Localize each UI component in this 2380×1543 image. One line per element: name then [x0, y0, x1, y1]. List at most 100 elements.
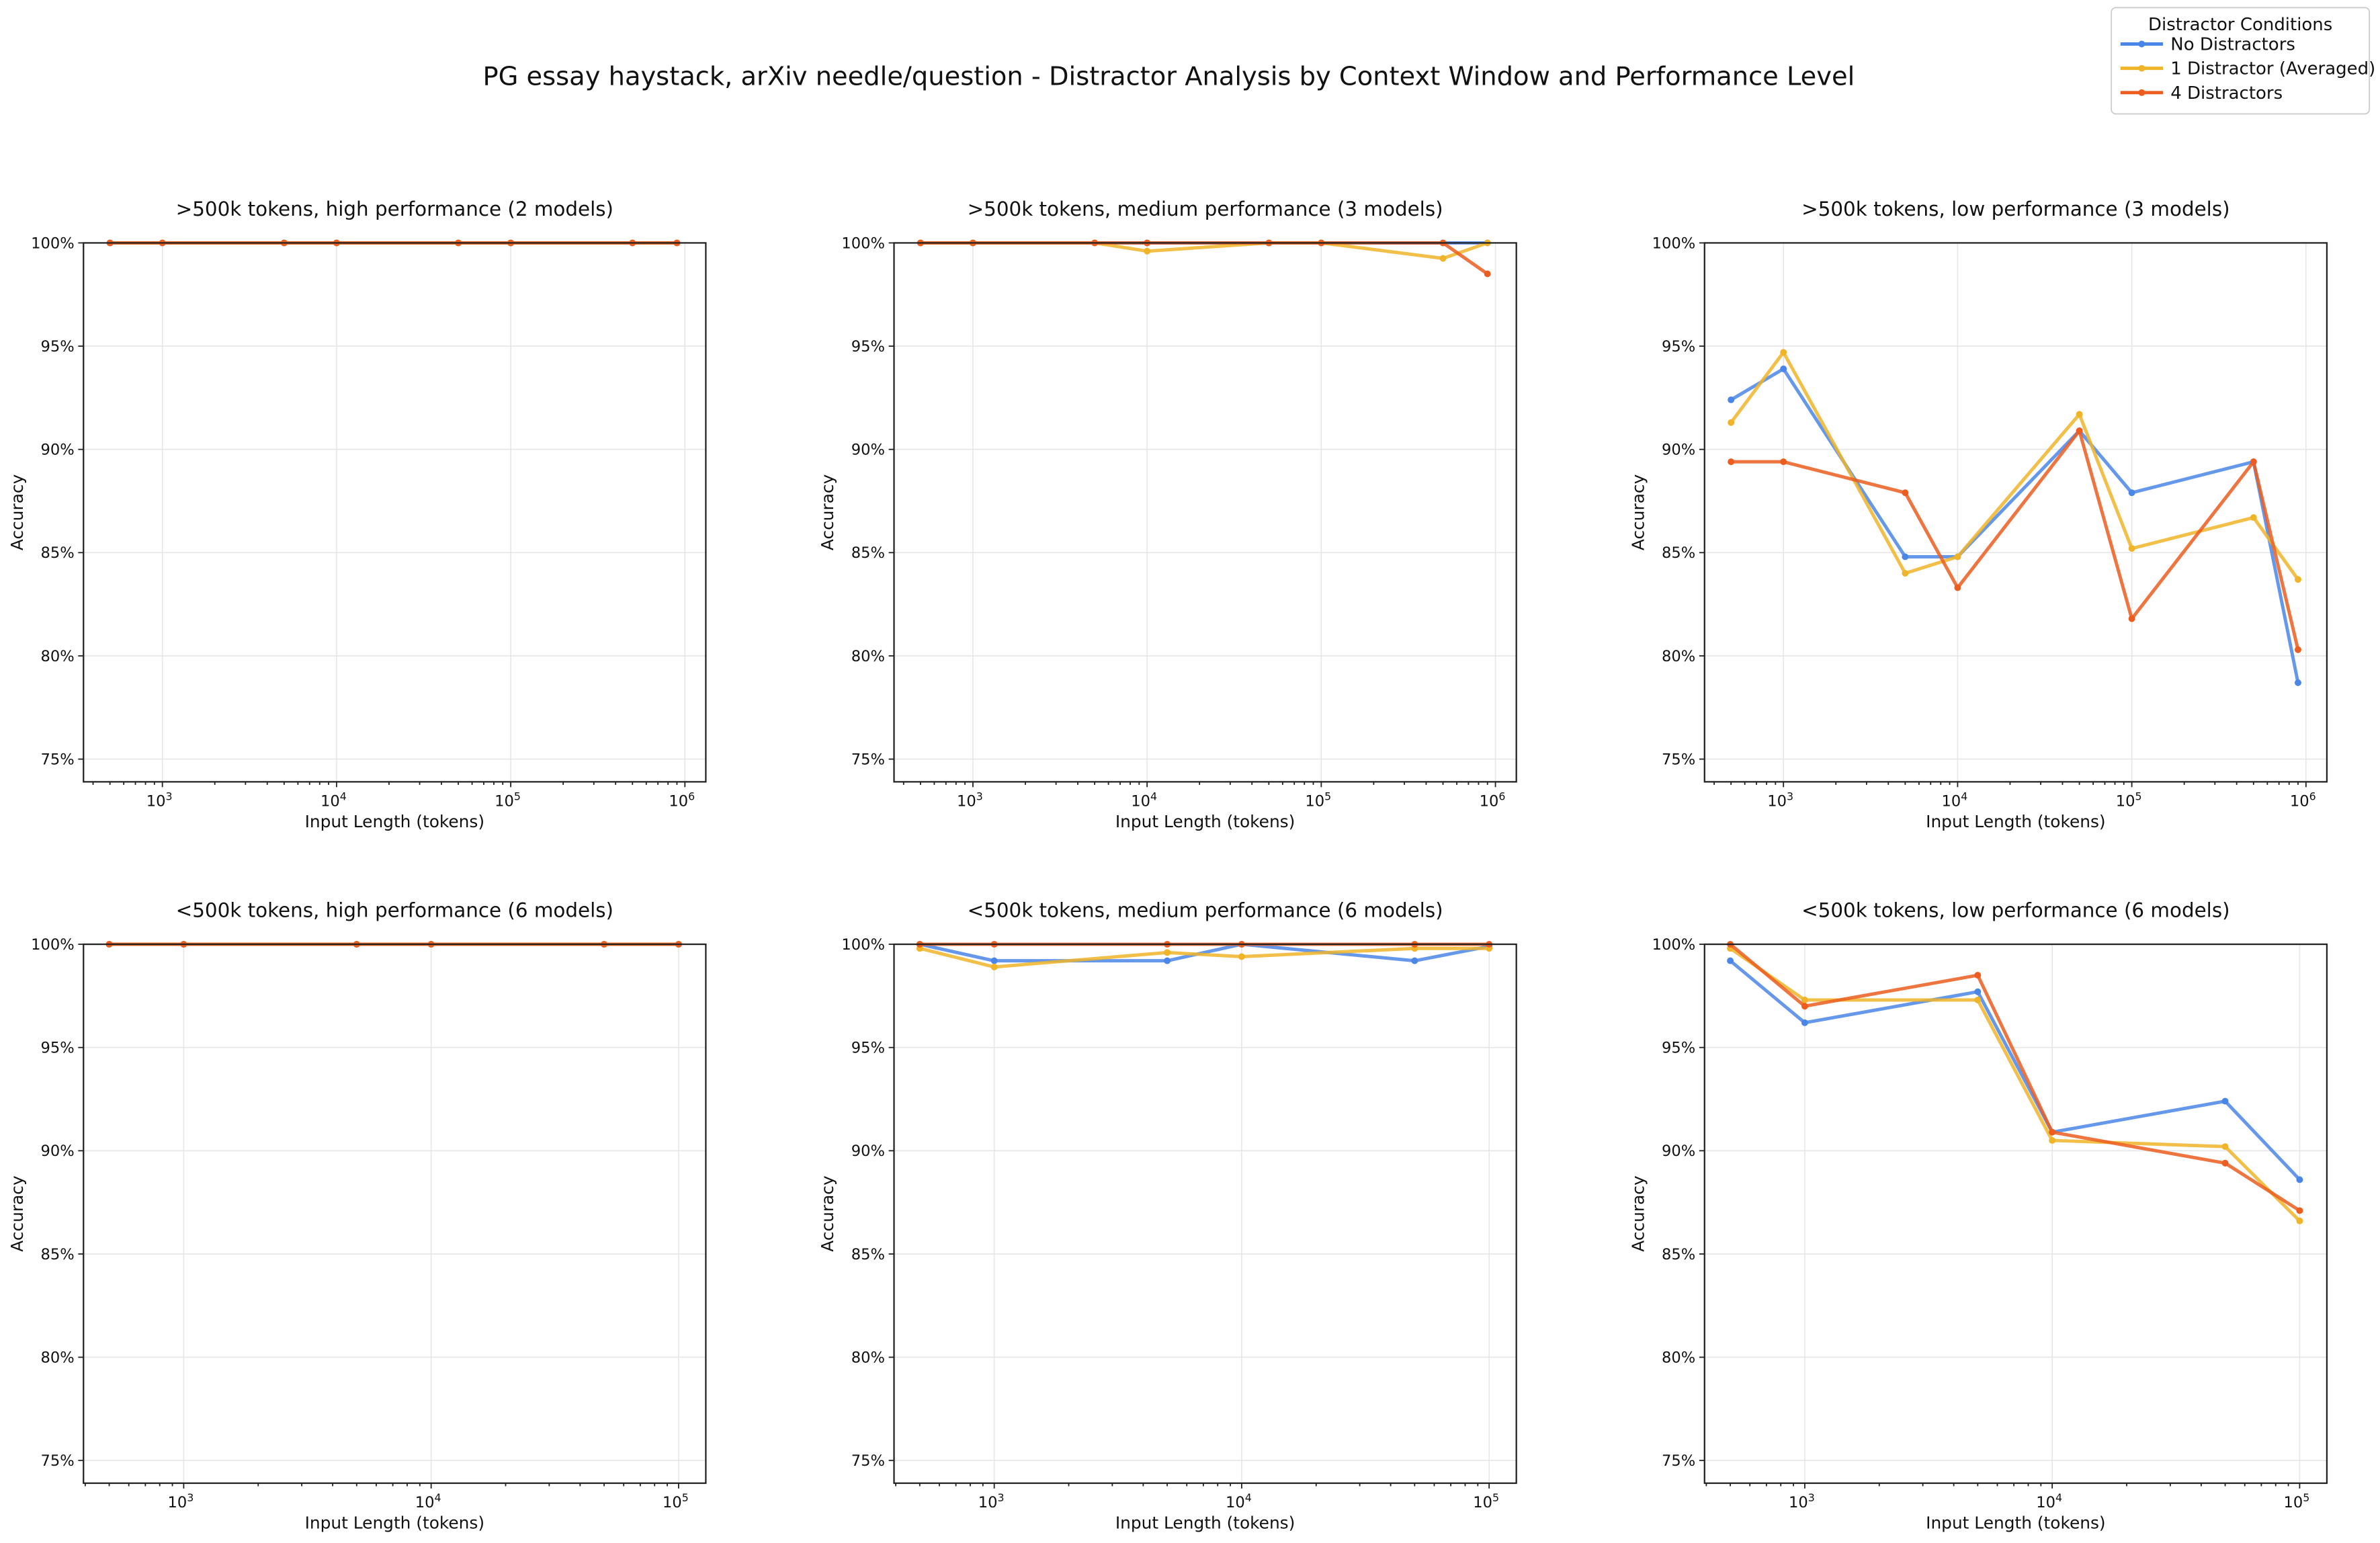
y-tick-label: 85%: [41, 1246, 75, 1263]
data-point: [1801, 1003, 1808, 1010]
x-tick-label: 104: [1226, 1491, 1252, 1511]
y-tick-label: 75%: [1662, 1452, 1695, 1470]
legend-title: Distractor Conditions: [2148, 15, 2332, 35]
legend-box: [2111, 7, 2371, 115]
y-tick-label: 95%: [41, 1040, 75, 1057]
x-tick-label: 104: [415, 1491, 441, 1511]
legend-marker: [2138, 89, 2145, 96]
y-tick-label: 80%: [41, 1349, 75, 1366]
data-point: [1164, 949, 1171, 956]
subplot: 75% 80% 85% 90% 95% 100% 103 104 105 106 >500k tok…: [7, 198, 707, 831]
y-tick-label: 75%: [1662, 751, 1695, 768]
y-tick-label: 80%: [851, 648, 885, 665]
x-axis-label: Input Length (tokens): [305, 812, 484, 831]
x-tick-label: 104: [1131, 790, 1157, 810]
data-point: [1164, 957, 1171, 964]
x-tick-label: 103: [1789, 1491, 1815, 1511]
data-point: [2221, 1097, 2229, 1105]
data-point: [1238, 953, 1245, 960]
data-point: [2076, 427, 2083, 435]
axes-frame: [1703, 943, 2328, 1485]
series-line-1-distractor-averaged-: [920, 241, 1488, 260]
axes-frame: [83, 943, 707, 1485]
x-tick-label: 106: [2290, 790, 2316, 810]
data-point: [2049, 1128, 2056, 1136]
subplot-title: >500k tokens, medium performance (3 mode…: [968, 198, 1443, 220]
subplot-title: <500k tokens, high performance (6 models…: [176, 899, 613, 921]
axes-frame: [893, 943, 1517, 1485]
y-tick-label: 95%: [41, 338, 75, 356]
y-axis-label: Accuracy: [818, 474, 837, 550]
y-tick-label: 90%: [851, 442, 885, 459]
data-point: [2221, 1143, 2229, 1151]
data-point: [1439, 255, 1447, 262]
y-tick-label: 95%: [1662, 338, 1695, 356]
data-point: [1484, 270, 1491, 278]
y-tick-label: 90%: [1662, 442, 1695, 459]
legend-label: 4 Distractors: [2170, 83, 2283, 103]
y-tick-label: 80%: [851, 1349, 885, 1366]
x-tick-label: 103: [978, 1491, 1005, 1511]
x-tick-label: 105: [1473, 1491, 1499, 1511]
x-axis-label: Input Length (tokens): [1926, 1513, 2105, 1533]
x-tick-label: 104: [1941, 790, 1967, 810]
y-tick-label: 75%: [41, 751, 75, 768]
x-tick-label: 104: [321, 790, 347, 810]
y-tick-label: 100%: [31, 235, 75, 252]
x-axis-label: Input Length (tokens): [305, 1513, 484, 1533]
data-point: [2295, 576, 2301, 583]
data-point: [1974, 972, 1982, 979]
y-axis-label: Accuracy: [818, 1175, 837, 1251]
data-point: [2049, 1136, 2056, 1144]
data-point: [1780, 365, 1787, 372]
y-tick-label: 80%: [1662, 648, 1695, 665]
y-tick-label: 100%: [31, 936, 75, 954]
data-point: [2295, 646, 2301, 653]
y-tick-label: 90%: [41, 1142, 75, 1160]
series-line-4-distractors: [1729, 943, 2301, 1212]
y-tick-label: 90%: [41, 442, 75, 459]
subplot-title: <500k tokens, low performance (6 models): [1801, 899, 2230, 921]
data-point: [1954, 584, 1961, 591]
y-tick-label: 100%: [1652, 936, 1696, 954]
y-tick-label: 85%: [851, 1246, 885, 1263]
y-tick-label: 75%: [41, 1452, 75, 1470]
y-tick-label: 100%: [841, 235, 885, 252]
y-tick-label: 75%: [851, 1452, 885, 1470]
x-tick-label: 103: [167, 1491, 194, 1511]
data-point: [1728, 419, 1735, 426]
data-point: [2250, 458, 2257, 466]
data-point: [1144, 247, 1151, 255]
y-tick-label: 85%: [851, 544, 885, 562]
x-axis-label: Input Length (tokens): [1115, 1513, 1295, 1533]
axes-frame: [893, 242, 1517, 783]
y-axis-label: Accuracy: [1628, 474, 1648, 550]
subplot: 75% 80% 85% 90% 95% 100% 103 104 105 106 >500k tok…: [1628, 198, 2328, 831]
y-tick-label: 100%: [841, 936, 885, 954]
series-line-no-distractors: [1729, 959, 2301, 1181]
data-point: [1954, 553, 1961, 560]
data-point: [2296, 1207, 2303, 1214]
series-line-1-distractor-averaged-: [1729, 947, 2301, 1222]
legend-marker: [2138, 40, 2145, 48]
legend-label: 1 Distractor (Averaged): [2170, 59, 2375, 79]
x-tick-label: 106: [1480, 790, 1506, 810]
data-point: [1974, 988, 1982, 995]
series-line-1-distractor-averaged-: [1730, 350, 2299, 581]
x-tick-label: 105: [663, 1491, 689, 1511]
series-line-no-distractors: [1730, 367, 2300, 683]
y-axis-label: Accuracy: [7, 474, 27, 550]
y-tick-label: 85%: [41, 544, 75, 562]
data-point: [2076, 411, 2083, 418]
data-point: [2128, 489, 2135, 497]
data-point: [1902, 570, 1909, 577]
data-point: [1780, 458, 1787, 466]
x-axis-label: Input Length (tokens): [1926, 812, 2105, 831]
figure-title: PG essay haystack, arXiv needle/question…: [482, 62, 1855, 92]
data-point: [2128, 545, 2135, 552]
y-tick-label: 95%: [851, 1040, 885, 1057]
y-tick-label: 95%: [1662, 1040, 1695, 1057]
data-point: [1728, 458, 1735, 466]
data-point: [1780, 349, 1787, 356]
data-point: [1974, 997, 1982, 1003]
